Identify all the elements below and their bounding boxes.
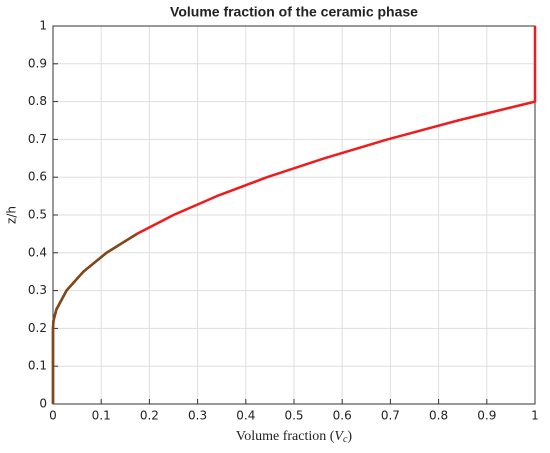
y-tick-label: 1 [39,19,47,33]
y-tick-label: 0.3 [28,283,47,297]
x-tick-label: 0.6 [333,409,352,423]
x-label-text: Volume fraction ( [236,429,335,444]
y-tick-label: 0.8 [28,94,47,108]
x-tick-label: 1 [531,409,539,423]
x-tick-label: 0.2 [140,409,159,423]
plot-frame [52,25,536,405]
x-axis-label: Volume fraction (Vc) [236,429,353,445]
y-tick-label: 0.5 [28,208,47,222]
x-tick-label: 0.8 [429,409,448,423]
x-label-close: ) [347,429,352,444]
y-tick-label: 0.1 [28,359,47,373]
x-tick-label: 0.9 [477,409,496,423]
y-tick-label: 0.9 [28,56,47,70]
y-tick-label: 0.2 [28,321,47,335]
x-label-subscript: c [343,434,348,445]
x-tick-label: 0.3 [188,409,207,423]
y-tick-label: 0 [39,397,47,411]
y-tick-label: 0.7 [28,132,47,146]
x-tick-label: 0.1 [92,409,111,423]
x-tick-label: 0.7 [381,409,400,423]
x-tick-label: 0 [49,409,57,423]
data-line [51,232,138,404]
y-axis-label: z/h [5,206,19,224]
x-label-symbol: V [334,429,344,444]
x-tick-label: 0.5 [284,409,303,423]
y-tick-label: 0.4 [28,245,47,259]
y-tick-label: 0.6 [28,170,47,184]
chart-title: Volume fraction of the ceramic phase [170,4,418,20]
x-tick-label: 0.4 [236,409,255,423]
